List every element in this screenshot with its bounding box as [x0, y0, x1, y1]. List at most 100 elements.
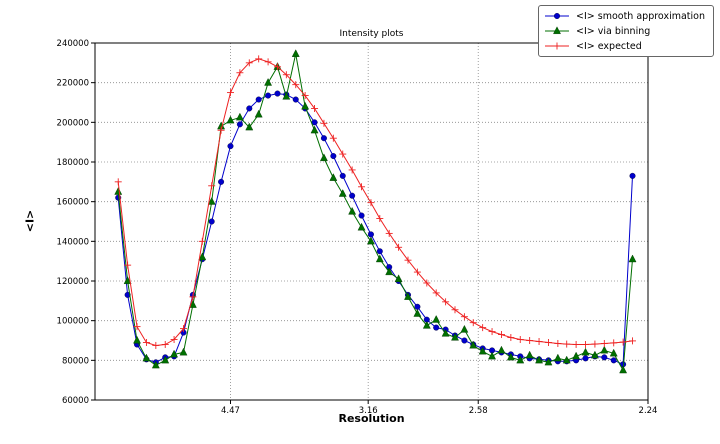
marker-circle: [367, 231, 374, 238]
y-tick-label: 140000: [57, 237, 89, 247]
marker-triangle: [478, 346, 487, 355]
legend-label: <I> expected: [576, 40, 642, 52]
marker-circle: [376, 248, 383, 255]
marker-circle: [629, 172, 636, 179]
marker-triangle: [375, 254, 384, 263]
marker-triangle: [329, 173, 338, 181]
marker-triangle: [310, 125, 319, 134]
plot-border: [94, 42, 649, 401]
marker-triangle: [572, 351, 581, 360]
marker-triangle: [469, 340, 478, 349]
legend: <I> smooth approximation <I> via binning…: [538, 5, 714, 57]
marker-circle: [246, 105, 253, 112]
y-tick-label: 160000: [57, 198, 89, 208]
y-tick-label: 100000: [57, 317, 89, 327]
y-tick-label: 120000: [57, 277, 89, 287]
legend-marker-circle-icon: [545, 13, 570, 19]
tick-labels: 60000 80000 100000 120000 140000 160000 180000…: [57, 39, 658, 416]
marker-triangle: [264, 78, 273, 86]
marker-triangle: [451, 332, 459, 341]
marker-triangle: [600, 345, 609, 354]
legend-entry: <I> expected: [543, 39, 705, 53]
marker-triangle: [235, 112, 244, 121]
x-tick-label: 2.58: [469, 406, 488, 416]
marker-triangle: [161, 355, 170, 364]
marker-circle: [461, 337, 468, 344]
marker-circle: [339, 172, 346, 179]
marker-circle: [236, 121, 243, 128]
x-tick-label: 3.16: [359, 406, 378, 416]
marker-circle: [320, 135, 327, 142]
marker-triangle: [348, 206, 357, 215]
marker-circle: [124, 291, 131, 298]
marker-triangle: [282, 91, 291, 100]
marker-circle: [582, 355, 589, 362]
marker-triangle: [291, 49, 300, 57]
x-axis-label: Resolution: [338, 412, 405, 425]
marker-triangle: [535, 355, 543, 364]
marker-circle: [414, 303, 421, 310]
marker-triangle: [525, 350, 534, 359]
marker-triangle: [385, 267, 394, 276]
marker-triangle: [254, 109, 263, 118]
legend-marker-triangle-icon: [545, 26, 570, 34]
legend-label: <I> via binning: [576, 25, 651, 37]
marker-triangle: [367, 236, 375, 245]
x-tick-label: 4.47: [221, 406, 240, 416]
marker-circle: [292, 96, 299, 103]
marker-triangle: [488, 351, 496, 360]
marker-circle: [358, 212, 365, 219]
marker-triangle: [301, 101, 310, 110]
marker-circle: [208, 218, 215, 225]
legend-sample-marker: [553, 26, 561, 34]
marker-triangle: [432, 315, 441, 323]
marker-triangle: [581, 347, 590, 356]
marker-triangle: [590, 350, 599, 359]
legend-entry: <I> via binning: [543, 24, 705, 38]
marker-triangle: [497, 345, 506, 354]
marker-triangle: [357, 222, 366, 231]
marker-triangle: [245, 122, 254, 131]
marker-triangle: [394, 274, 403, 283]
marker-circle: [330, 153, 337, 160]
marker-triangle: [562, 355, 571, 364]
marker-triangle: [422, 320, 431, 329]
marker-triangle: [133, 335, 141, 344]
marker-triangle: [516, 355, 525, 364]
y-tick-label: 180000: [57, 158, 89, 168]
marker-circle: [218, 178, 225, 185]
marker-triangle: [544, 357, 553, 366]
legend-marker-plus-icon: [545, 42, 570, 50]
marker-triangle: [179, 347, 188, 356]
marker-triangle: [198, 252, 207, 261]
series-triangle: [114, 49, 637, 374]
chart-title: Intensity plots: [339, 29, 404, 39]
y-tick-label: 220000: [57, 79, 89, 89]
marker-circle: [349, 192, 356, 199]
marker-circle: [255, 96, 262, 103]
marker-triangle: [338, 189, 347, 197]
marker-circle: [274, 90, 281, 97]
y-tick-label: 80000: [62, 356, 89, 366]
axis-ticks: [91, 42, 649, 404]
x-tick-label: 2.24: [639, 406, 658, 416]
marker-triangle: [413, 309, 422, 317]
marker-triangle: [226, 115, 235, 124]
marker-triangle: [628, 254, 637, 263]
marker-triangle: [553, 353, 562, 362]
marker-circle: [433, 324, 440, 331]
y-tick-label: 240000: [57, 39, 89, 49]
marker-triangle: [320, 153, 328, 162]
marker-triangle: [151, 360, 160, 369]
y-axis-label: <I>: [23, 209, 37, 233]
legend-entry: <I> smooth approximation: [543, 9, 705, 23]
y-tick-label: 60000: [62, 396, 89, 406]
marker-circle: [265, 92, 272, 99]
marker-triangle: [460, 324, 469, 333]
marker-circle: [610, 357, 617, 364]
series-plus: [114, 55, 637, 349]
marker-circle: [601, 354, 608, 361]
